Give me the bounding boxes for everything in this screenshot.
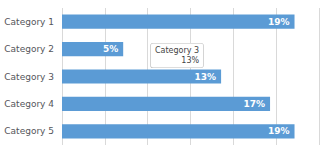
svg-text:Category 3: Category 3 (4, 72, 54, 82)
svg-text:Category 5: Category 5 (4, 126, 54, 136)
svg-text:Category 4: Category 4 (4, 99, 54, 109)
svg-text:13%: 13% (195, 72, 217, 82)
svg-text:Category 1: Category 1 (4, 17, 54, 27)
svg-text:Category 3: Category 3 (155, 46, 199, 55)
svg-text:19%: 19% (268, 126, 290, 136)
svg-text:17%: 17% (244, 99, 266, 109)
svg-text:13%: 13% (181, 56, 199, 65)
svg-text:5%: 5% (103, 44, 118, 54)
svg-text:Category 2: Category 2 (4, 44, 54, 54)
svg-text:19%: 19% (268, 17, 290, 27)
